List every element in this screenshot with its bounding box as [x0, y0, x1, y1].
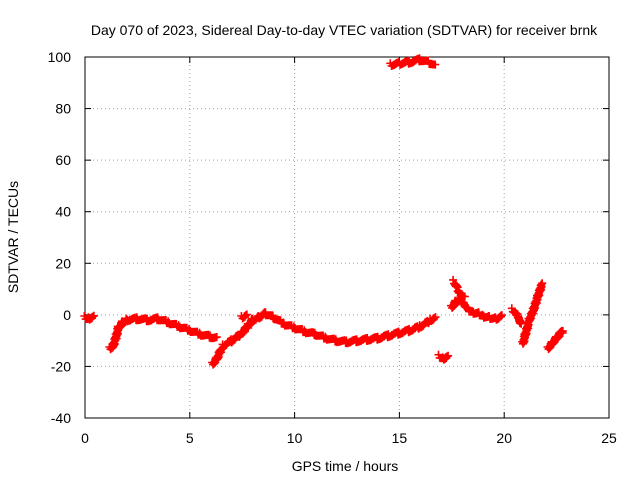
- data-segment: [80, 311, 98, 324]
- y-tick-label: 100: [48, 49, 72, 65]
- y-tick-label: 40: [55, 204, 71, 220]
- x-tick-label: 25: [601, 430, 617, 446]
- x-tick-label: 15: [392, 430, 408, 446]
- x-tick-label: 5: [186, 430, 194, 446]
- x-tick-label: 10: [287, 430, 303, 446]
- y-axis-label: SDTVAR / TECUs: [5, 181, 21, 293]
- y-tick-label: 80: [55, 101, 71, 117]
- data-segment: [434, 350, 453, 364]
- data-segment: [208, 344, 226, 369]
- plot-frame: [84, 56, 610, 419]
- x-tick-label: 0: [81, 430, 89, 446]
- grid: [85, 57, 609, 418]
- x-axis: 0 5 10 15 20 25: [81, 57, 617, 446]
- y-tick-label: 20: [55, 255, 71, 271]
- series-sdtvar: [80, 54, 567, 369]
- y-tick-label: -20: [51, 358, 71, 374]
- chart-title: Day 070 of 2023, Sidereal Day-to-day VTE…: [91, 22, 598, 38]
- y-axis: -40 -20 0 20 40 60 80 100: [48, 49, 609, 426]
- x-axis-label: GPS time / hours: [292, 458, 399, 474]
- data-segment: [218, 308, 440, 351]
- y-tick-label: 60: [55, 152, 71, 168]
- data-segment: [518, 279, 547, 348]
- data-segment: [105, 313, 221, 354]
- data-segment: [447, 294, 506, 324]
- y-tick-label: -40: [51, 410, 71, 426]
- data-segment: [449, 275, 469, 301]
- data-segment: [237, 310, 251, 323]
- x-tick-label: 20: [496, 430, 512, 446]
- data-segment: [543, 326, 567, 354]
- y-tick-label: 0: [63, 307, 71, 323]
- data-segment: [386, 54, 440, 70]
- data-segment: [507, 304, 526, 328]
